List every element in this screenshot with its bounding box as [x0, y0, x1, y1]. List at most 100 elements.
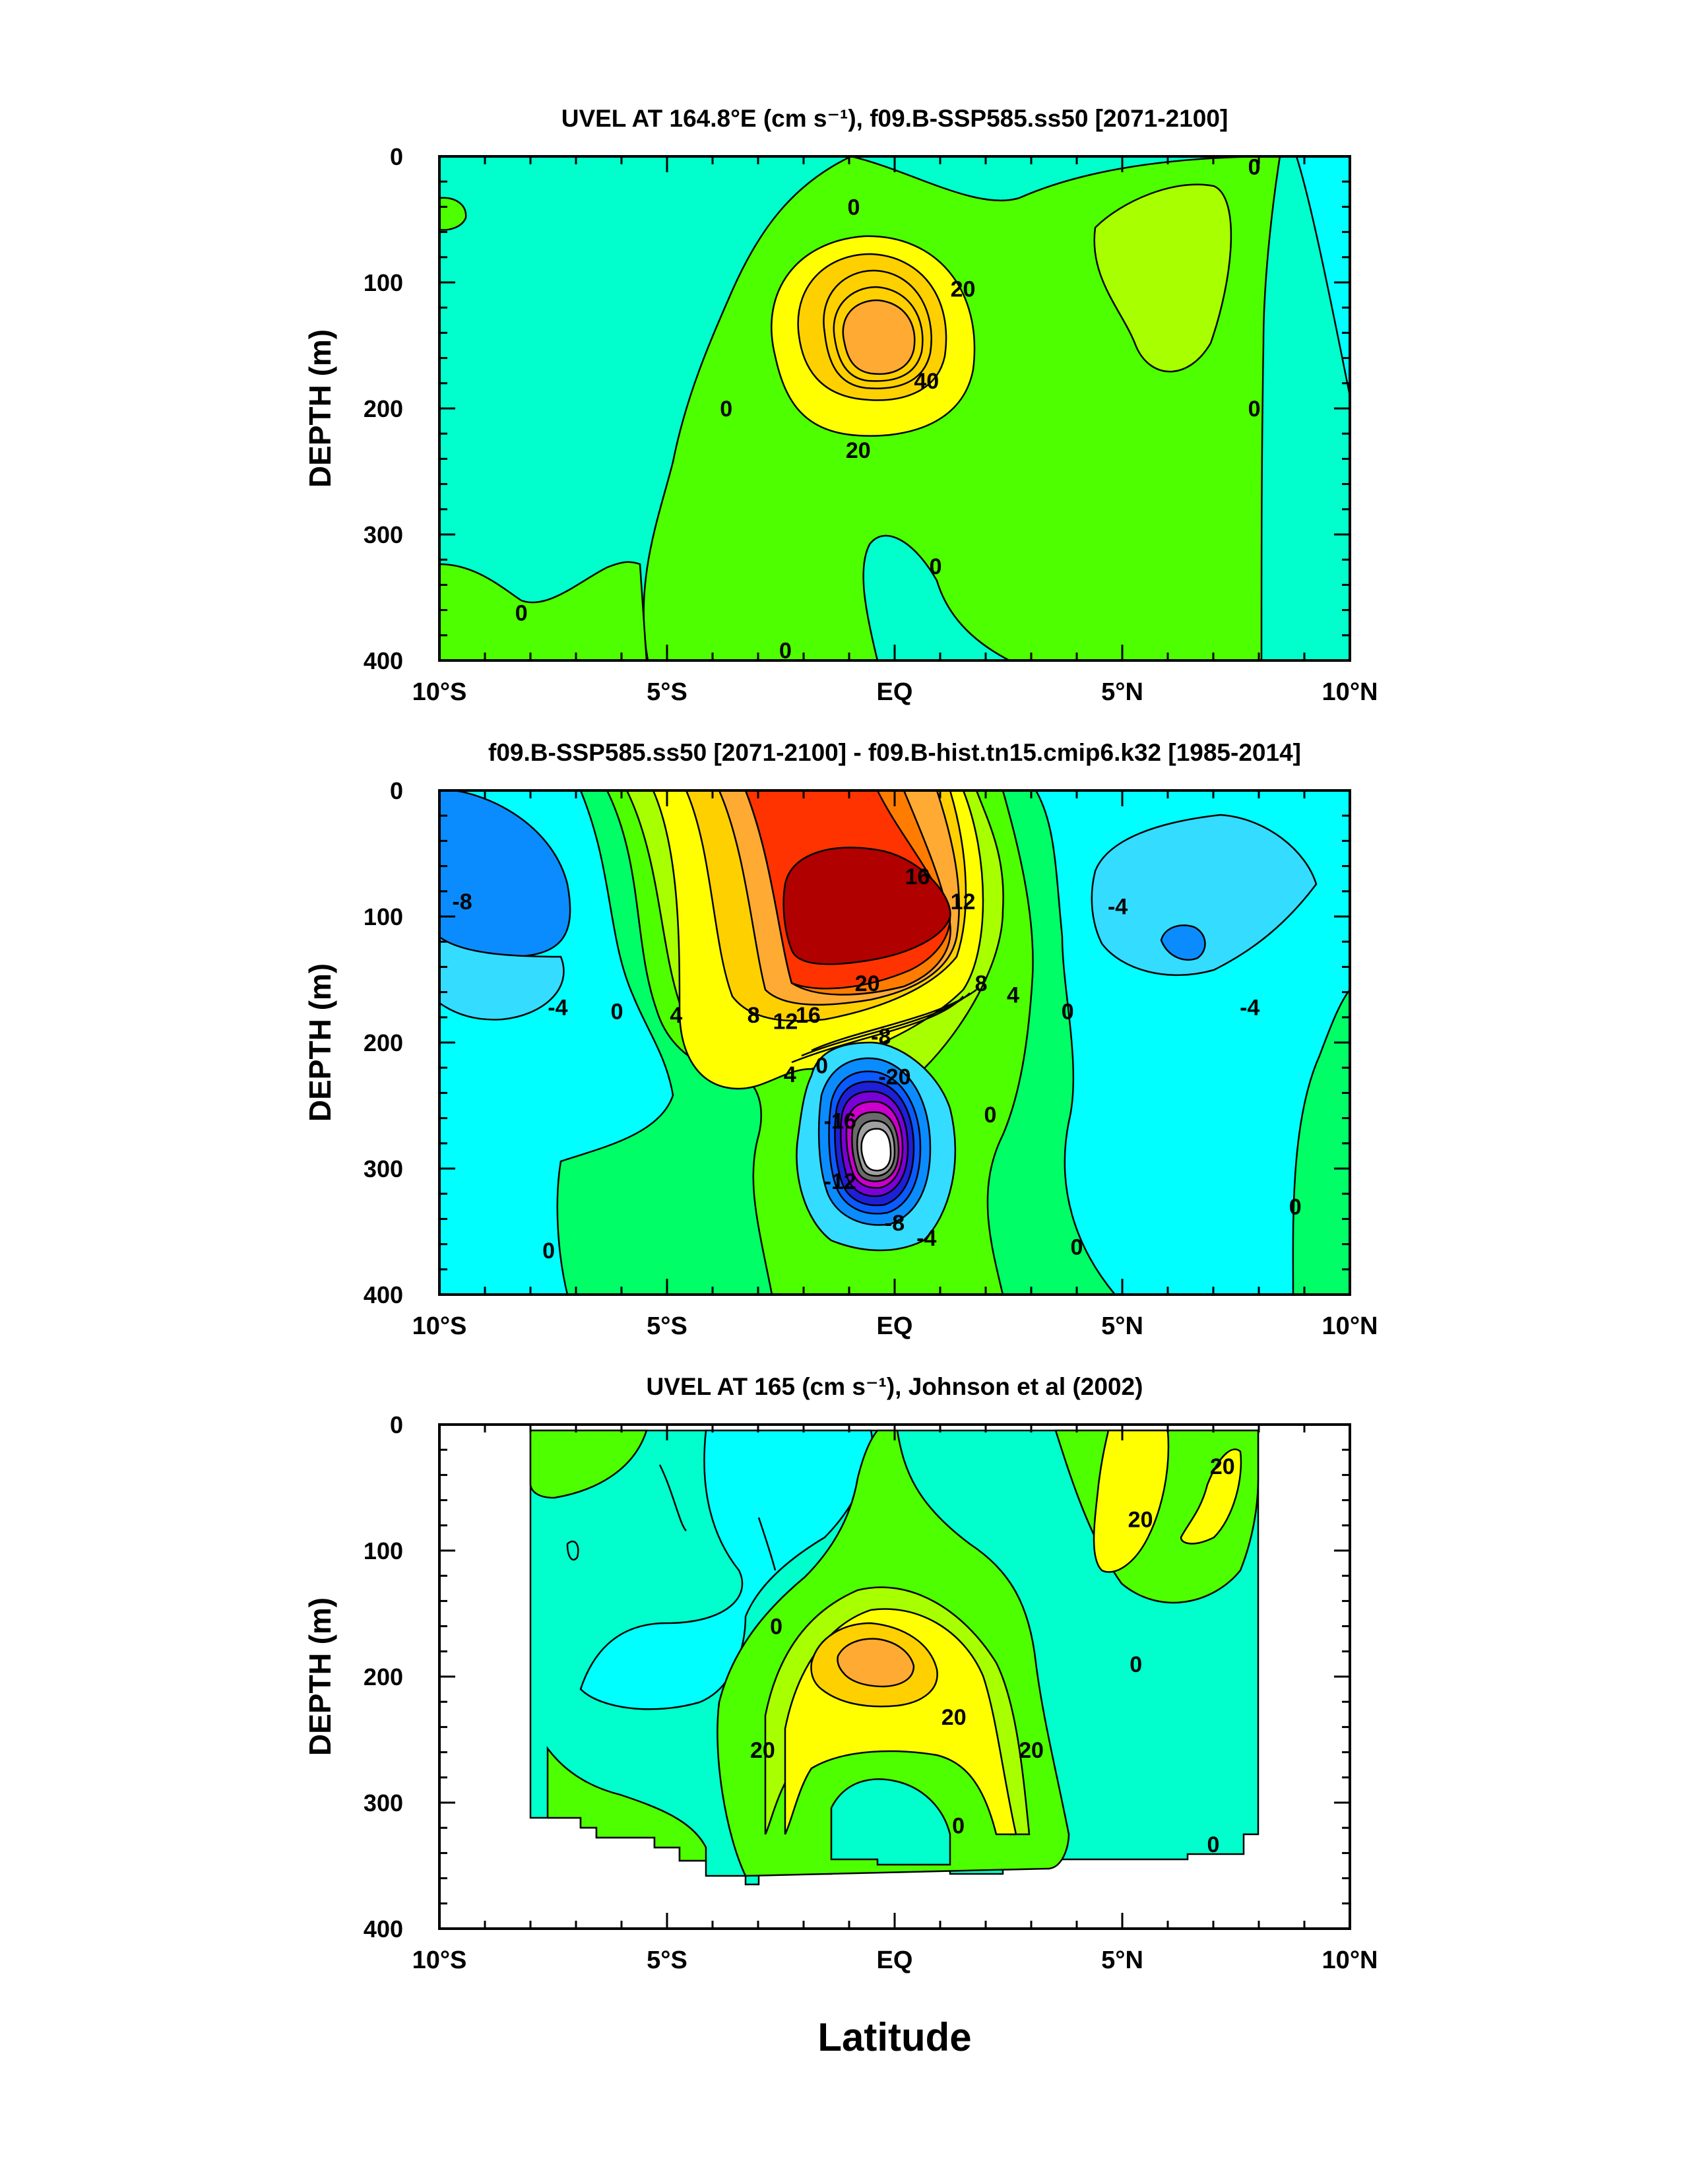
- contour-label: 4: [784, 1062, 796, 1087]
- y-tick-label: 0: [390, 777, 403, 804]
- y-tick-label: 400: [364, 1915, 403, 1943]
- contour-label: -16: [824, 1108, 856, 1134]
- x-tick-label: 5°S: [647, 1312, 687, 1340]
- x-tick-label: 5°S: [647, 678, 687, 706]
- contour-label: 0: [815, 1053, 828, 1078]
- panel-2-ylabel: DEPTH (m): [303, 963, 337, 1122]
- panel-1-contour-labels: 0 20 40 20 0 0 0 0 0 0: [515, 154, 1261, 664]
- contour-label: 20: [846, 438, 871, 463]
- panel-3-ylabel: DEPTH (m): [303, 1597, 337, 1756]
- contour-label: 20: [1019, 1738, 1044, 1763]
- contour-label: -8: [452, 889, 472, 915]
- contour-label: 4: [1007, 982, 1019, 1008]
- y-tick-label: 300: [364, 1789, 403, 1816]
- x-tick-label: EQ: [877, 678, 913, 706]
- y-tick-label: 400: [364, 1281, 403, 1308]
- fill-level-1-green-right: [1292, 988, 1350, 1295]
- contour-label: 20: [855, 971, 880, 996]
- x-tick-label: 10°N: [1322, 1312, 1378, 1340]
- y-tick-label: 200: [364, 395, 403, 422]
- fill-level-2-cyan: [579, 1429, 874, 1710]
- contour-label: 0: [952, 1813, 965, 1838]
- fill-level-1-lightblue-left: [439, 936, 565, 1021]
- fill-level-2-green-left: [529, 1429, 648, 1499]
- contour-label: 0: [1130, 1652, 1142, 1677]
- contour-label: 0: [1289, 1194, 1302, 1219]
- y-tick-label: 300: [364, 521, 403, 548]
- contour-label: 20: [951, 277, 976, 302]
- x-tick-label: 10°S: [412, 1312, 467, 1340]
- y-tick-label: 100: [364, 1537, 403, 1564]
- panel-1: UVEL AT 164.8°E (cm s⁻¹), f09.B-SSP585.s…: [303, 105, 1378, 706]
- panel-1-fill: [439, 156, 1350, 660]
- fill-level-2-yellow-topright: [1093, 1429, 1170, 1573]
- contour-label: 20: [941, 1705, 967, 1730]
- contour-label: 8: [748, 1003, 760, 1028]
- panel-2-fill: [439, 790, 1350, 1295]
- contour-label: 0: [1207, 1832, 1220, 1857]
- x-tick-label: EQ: [877, 1946, 913, 1974]
- contour-label: -4: [1108, 895, 1128, 920]
- y-tick-label: 400: [364, 647, 403, 674]
- fill-level-0-cyan-right: [1295, 156, 1350, 397]
- panel-1-ylabel: DEPTH (m): [303, 329, 337, 488]
- fill-level-0-green-left-patch: [439, 561, 648, 660]
- fill-level-2-yellow-right2: [1180, 1448, 1242, 1545]
- y-tick-label: 200: [364, 1663, 403, 1690]
- fill-level-1-darkred-core: [782, 847, 951, 965]
- contour-label: 0: [1071, 1235, 1083, 1260]
- panel-3-title: UVEL AT 165 (cm s⁻¹), Johnson et al (200…: [647, 1373, 1143, 1400]
- panel-2: f09.B-SSP585.ss50 [2071-2100] - f09.B-hi…: [303, 739, 1378, 1340]
- fill-level-1-blue-right-core: [1160, 924, 1206, 961]
- y-tick-label: 100: [364, 269, 403, 296]
- fill-level-1-negative-lobe-white: [860, 1128, 892, 1172]
- panel-3-contour-labels: 20 20 0 0 20 20 20 0 0: [750, 1454, 1235, 1857]
- contour-label: 0: [984, 1103, 996, 1128]
- contour-label: 0: [515, 600, 528, 626]
- contour-label: 20: [1210, 1454, 1235, 1479]
- y-tick-label: 200: [364, 1029, 403, 1056]
- contour-label: 12: [773, 1010, 798, 1035]
- panel-1-title: UVEL AT 164.8°E (cm s⁻¹), f09.B-SSP585.s…: [561, 105, 1228, 132]
- fill-level-0-orange: [842, 299, 916, 375]
- x-tick-label: 10°N: [1322, 1946, 1378, 1974]
- y-tick-label: 0: [390, 143, 403, 170]
- x-tick-label: 5°S: [647, 1946, 687, 1974]
- contour-label: -20: [878, 1065, 910, 1090]
- contour-label: 0: [770, 1615, 782, 1640]
- contour-label: -4: [1240, 996, 1259, 1021]
- contour-label: 8: [975, 971, 988, 996]
- contour-label: 0: [611, 999, 623, 1024]
- contour-label: 0: [779, 639, 792, 664]
- contour-label: -8: [871, 1024, 891, 1049]
- x-tick-label: EQ: [877, 1312, 913, 1340]
- x-tick-label: 10°S: [412, 678, 467, 706]
- contour-label: 0: [542, 1238, 555, 1264]
- fill-level-0-cyan-tongue: [862, 534, 1010, 660]
- contour-label: 16: [796, 1003, 821, 1028]
- contour-label: 16: [905, 864, 930, 889]
- fill-level-2-green-bottom-left: [546, 1746, 707, 1862]
- x-tick-label: 5°N: [1101, 678, 1143, 706]
- contour-label: -4: [548, 996, 567, 1021]
- fill-level-1-lightblue-right: [1091, 814, 1318, 977]
- contour-label: 40: [914, 369, 939, 394]
- contour-label: 0: [1248, 397, 1261, 422]
- contour-label: 0: [847, 195, 860, 220]
- x-tick-label: 5°N: [1101, 1312, 1143, 1340]
- contour-label: 4: [670, 1003, 682, 1028]
- fill-level-2-cyan-inner: [830, 1778, 951, 1866]
- x-tick-label: 10°S: [412, 1946, 467, 1974]
- contour-label: -8: [885, 1211, 905, 1236]
- contour-label: -4: [916, 1226, 936, 1251]
- panel-3-fill: [529, 1429, 1259, 1886]
- y-tick-label: 0: [390, 1411, 403, 1438]
- panel-2-title: f09.B-SSP585.ss50 [2071-2100] - f09.B-hi…: [488, 739, 1301, 766]
- x-tick-label: 5°N: [1101, 1946, 1143, 1974]
- y-tick-label: 100: [364, 903, 403, 930]
